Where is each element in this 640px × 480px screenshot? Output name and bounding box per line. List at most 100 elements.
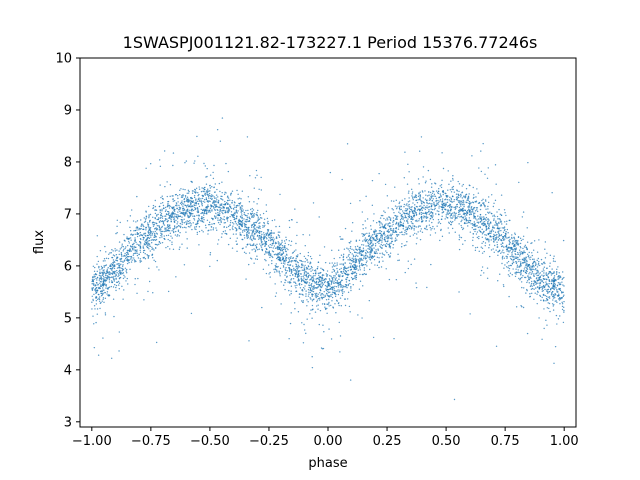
data-point (359, 200, 361, 202)
data-point (341, 291, 343, 293)
data-point (204, 194, 207, 196)
data-point (458, 238, 460, 241)
data-point (179, 215, 181, 218)
data-point (512, 240, 514, 242)
data-point (356, 265, 358, 267)
data-point (389, 245, 392, 248)
data-point (221, 192, 223, 194)
data-point (237, 210, 239, 212)
data-point (146, 254, 148, 256)
data-point (482, 198, 484, 201)
data-point (349, 265, 352, 267)
data-point (276, 266, 278, 268)
data-point (98, 300, 101, 302)
data-point (262, 268, 265, 271)
data-point (363, 267, 366, 269)
data-point (229, 229, 231, 231)
data-point (278, 234, 280, 237)
data-point (100, 275, 102, 277)
data-point (374, 245, 377, 247)
data-point (113, 315, 115, 318)
data-point (486, 222, 489, 225)
data-point (164, 206, 167, 209)
data-point (556, 268, 558, 271)
data-point (182, 188, 184, 191)
data-point (363, 273, 366, 275)
data-point (512, 260, 514, 262)
data-point (218, 211, 221, 213)
data-point (494, 164, 497, 166)
data-point (105, 251, 107, 253)
data-point (363, 256, 365, 258)
data-point (158, 269, 160, 271)
data-point (458, 200, 461, 202)
data-point (151, 234, 153, 236)
data-point (184, 194, 187, 197)
data-point (444, 192, 446, 194)
data-point (140, 234, 142, 236)
data-point (301, 266, 303, 268)
data-point (131, 245, 133, 248)
data-point (105, 277, 108, 279)
data-point (501, 262, 503, 265)
data-point (417, 195, 420, 198)
data-point (131, 257, 133, 259)
data-point (387, 219, 389, 221)
data-point (234, 220, 236, 223)
data-point (146, 246, 149, 249)
data-point (307, 295, 310, 297)
data-point (152, 231, 154, 233)
data-point (242, 229, 244, 232)
data-point (405, 210, 407, 212)
data-point (503, 209, 506, 211)
data-point (361, 262, 363, 265)
data-point (461, 219, 463, 221)
data-point (517, 258, 519, 261)
data-point (231, 201, 233, 204)
data-point (329, 279, 331, 281)
data-point (296, 284, 298, 286)
data-point (295, 263, 297, 265)
data-point (258, 236, 260, 238)
data-point (452, 220, 454, 223)
data-point (350, 289, 352, 292)
data-point (386, 195, 389, 197)
data-point (498, 237, 501, 240)
data-point (176, 235, 178, 237)
data-point (213, 223, 216, 225)
data-point (149, 234, 152, 236)
data-point (371, 179, 374, 182)
data-point (266, 238, 268, 240)
data-point (373, 259, 376, 261)
data-point (355, 274, 358, 277)
data-point (276, 257, 279, 259)
data-point (219, 207, 221, 209)
data-point (517, 269, 519, 271)
data-point (114, 248, 116, 250)
data-point (536, 266, 539, 268)
data-point (93, 283, 95, 285)
data-point (160, 202, 162, 205)
data-point (192, 222, 194, 224)
data-point (554, 287, 556, 289)
data-point (425, 217, 427, 219)
data-point (375, 230, 377, 233)
data-point (256, 220, 259, 222)
data-point (433, 201, 435, 204)
data-point (107, 287, 109, 289)
data-point (123, 233, 125, 236)
data-point (391, 237, 393, 239)
data-point (343, 268, 345, 270)
data-point (120, 252, 123, 254)
data-point (135, 246, 137, 249)
data-point (399, 222, 401, 224)
data-point (563, 276, 565, 279)
data-point (159, 220, 162, 222)
data-point (340, 267, 342, 270)
data-point (460, 215, 462, 218)
data-point (171, 214, 174, 216)
data-point (492, 225, 494, 227)
data-point (452, 195, 454, 198)
data-point (462, 243, 464, 245)
data-point (209, 187, 212, 189)
